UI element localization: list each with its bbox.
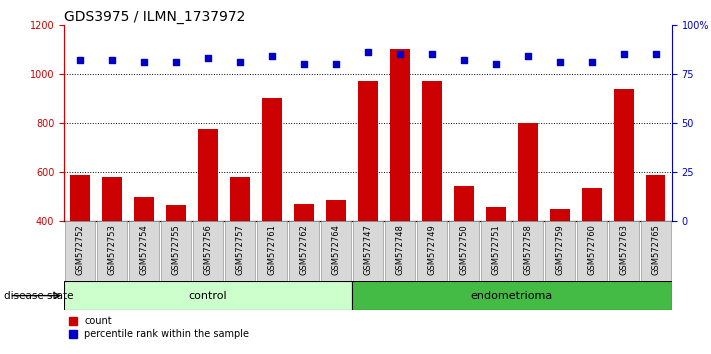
Text: GSM572749: GSM572749 [427,224,437,275]
Text: GSM572760: GSM572760 [587,224,597,275]
Bar [102,177,122,320]
Bar [582,188,602,320]
Text: GSM572747: GSM572747 [363,224,373,275]
Bar [321,221,351,281]
Bar [641,221,671,281]
Bar [614,88,634,320]
Bar [518,123,538,320]
Point [490,61,501,67]
Bar [385,221,415,281]
Bar [230,177,250,320]
Bar [358,81,378,320]
Bar [481,221,511,281]
Bar [550,209,570,320]
Bar [545,221,575,281]
Bar [486,206,506,320]
Text: GSM572751: GSM572751 [491,224,501,275]
Text: GSM572756: GSM572756 [203,224,213,275]
Bar [352,281,672,310]
Point [618,51,630,57]
Text: GSM572754: GSM572754 [139,224,149,275]
Bar [193,221,223,281]
Text: GSM572758: GSM572758 [523,224,533,275]
Text: disease state: disease state [4,291,73,301]
Text: GSM572750: GSM572750 [459,224,469,275]
Point [554,59,565,65]
Point [106,57,117,63]
Bar [609,221,639,281]
Bar [161,221,191,281]
Bar [257,221,287,281]
Point [75,57,85,63]
Bar [97,221,127,281]
Point [234,59,246,65]
Bar [70,175,90,320]
Point [427,51,438,57]
Text: GSM572763: GSM572763 [619,224,629,275]
Text: endometrioma: endometrioma [471,291,553,301]
Text: GSM572762: GSM572762 [299,224,309,275]
Text: GSM572748: GSM572748 [395,224,405,275]
Bar [289,221,319,281]
Bar [65,221,95,281]
Bar [390,49,410,320]
Text: GSM572765: GSM572765 [651,224,661,275]
Bar [134,197,154,320]
Point [362,50,374,55]
Text: control: control [188,291,228,301]
Bar [326,200,346,320]
Point [458,57,469,63]
Point [522,53,533,59]
Point [394,51,405,57]
Legend: count, percentile rank within the sample: count, percentile rank within the sample [69,316,250,339]
Bar [166,205,186,320]
Bar [513,221,543,281]
Bar [129,221,159,281]
Point [266,53,277,59]
Bar [353,221,383,281]
Bar [646,175,665,320]
Text: GSM572753: GSM572753 [107,224,117,275]
Text: GSM572759: GSM572759 [555,224,565,275]
Bar [225,221,255,281]
Point [299,61,310,67]
Point [586,59,597,65]
Point [330,61,341,67]
Bar [454,185,474,320]
Text: GSM572757: GSM572757 [235,224,245,275]
Bar [577,221,607,281]
Point [650,51,661,57]
Text: GDS3975 / ILMN_1737972: GDS3975 / ILMN_1737972 [64,10,245,24]
Text: GSM572752: GSM572752 [75,224,85,275]
Point [170,59,181,65]
Bar [198,129,218,320]
Bar [417,221,447,281]
Bar [64,281,352,310]
Bar [294,204,314,320]
Text: GSM572764: GSM572764 [331,224,341,275]
Text: GSM572761: GSM572761 [267,224,277,275]
Bar [422,81,442,320]
Point [202,55,213,61]
Text: GSM572755: GSM572755 [171,224,181,275]
Bar [262,98,282,320]
Point [138,59,149,65]
Bar [449,221,479,281]
